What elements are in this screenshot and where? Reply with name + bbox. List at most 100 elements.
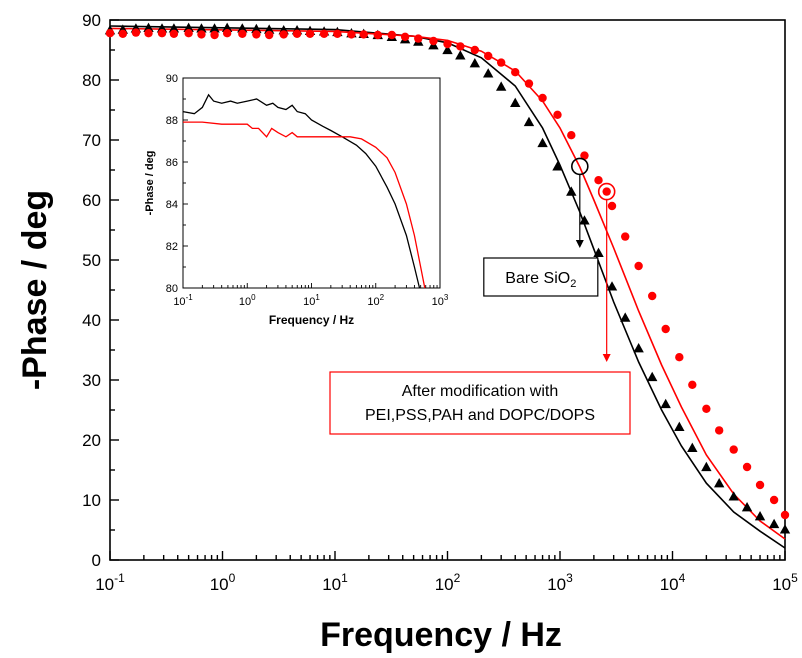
- data-point: [387, 30, 397, 40]
- data-point: [779, 524, 791, 534]
- data-point: [524, 79, 534, 88]
- data-point: [675, 353, 684, 362]
- x-tick-label: 10-1: [95, 571, 125, 594]
- data-point: [347, 30, 356, 39]
- data-point: [414, 34, 423, 43]
- data-point: [741, 502, 753, 512]
- data-point: [482, 68, 494, 78]
- data-point: [209, 23, 220, 33]
- y-tick-label: 90: [82, 11, 101, 30]
- data-point: [537, 137, 548, 148]
- inset-plot: 10-1 100 101 102 103 80 82 84 86 88 90 Frequency / …: [144, 73, 449, 327]
- data-point: [633, 343, 644, 353]
- data-point: [196, 23, 207, 33]
- data-point: [713, 478, 725, 488]
- data-point: [169, 29, 179, 38]
- data-point: [607, 201, 617, 211]
- data-point: [222, 29, 232, 38]
- data-point: [580, 151, 589, 160]
- data-point: [400, 32, 410, 41]
- y-axis-title: -Phase / deg: [16, 190, 54, 390]
- data-point: [263, 24, 275, 34]
- data-point: [469, 58, 481, 68]
- data-point: [769, 495, 779, 505]
- y-tick-label: 50: [82, 251, 101, 270]
- inset-series-line: [183, 121, 426, 289]
- y-tick-label: 60: [82, 191, 101, 210]
- data-point: [742, 462, 752, 472]
- data-point: [714, 426, 724, 435]
- x-tick-label: 102: [435, 571, 461, 594]
- data-point: [319, 29, 329, 38]
- data-point: [252, 30, 261, 39]
- data-point: [687, 442, 698, 452]
- x-tick-label: 100: [210, 571, 236, 594]
- inset-x-tick-label: 10-1: [173, 293, 193, 308]
- x-tick-label: 103: [547, 571, 573, 594]
- red-arrow-head: [602, 354, 611, 362]
- data-point: [157, 29, 167, 38]
- main-plot: 10-1 100 101 102 103 104 105 0 10 20 30 40 50 60 70 80 9…: [82, 11, 798, 594]
- data-point: [443, 39, 452, 49]
- inset-y-tick-label: 86: [166, 157, 178, 169]
- data-point: [594, 176, 603, 185]
- inset-series-line: [182, 93, 421, 289]
- y-tick-label: 80: [82, 71, 101, 90]
- data-point: [674, 421, 685, 431]
- data-point: [333, 29, 342, 38]
- data-point: [197, 30, 206, 39]
- inset-y-axis-title: -Phase / deg: [144, 151, 156, 216]
- black-arrow-head: [575, 240, 584, 248]
- data-point: [429, 36, 438, 46]
- inset-x-tick-label: 103: [432, 293, 449, 308]
- inset-x-tick-label: 101: [303, 293, 320, 308]
- inset-frame: [182, 77, 441, 289]
- data-point: [237, 23, 248, 33]
- data-point: [144, 29, 153, 38]
- data-point: [553, 110, 562, 120]
- data-point: [606, 281, 618, 291]
- data-point: [131, 28, 141, 37]
- y-tick-label: 10: [82, 491, 101, 510]
- data-point: [538, 93, 547, 103]
- data-point: [701, 461, 712, 472]
- data-point: [688, 380, 697, 389]
- annotations: Bare SiO2 After modification with PEI,PSS,…: [329, 157, 631, 435]
- data-point: [552, 161, 563, 171]
- inset-y-tick-label: 84: [166, 199, 178, 211]
- data-point: [646, 371, 658, 382]
- data-point: [511, 68, 520, 77]
- y-tick-label: 40: [82, 311, 101, 330]
- inset-y-tick-label: 80: [166, 283, 178, 295]
- x-tick-label: 104: [660, 571, 686, 594]
- inset-x-axis-title: Frequency / Hz: [269, 313, 354, 327]
- fit-line: [109, 27, 786, 540]
- data-point: [210, 30, 219, 40]
- data-point: [264, 30, 274, 40]
- data-point: [702, 404, 711, 413]
- data-point: [455, 50, 466, 60]
- data-point: [579, 215, 590, 225]
- data-point: [620, 312, 631, 322]
- inset-y-tick-label: 88: [166, 115, 178, 127]
- data-point: [483, 51, 493, 61]
- data-point: [442, 44, 453, 55]
- data-point: [456, 42, 465, 51]
- data-point: [105, 29, 115, 38]
- y-tick-label: 30: [82, 371, 101, 390]
- data-point: [621, 232, 630, 241]
- data-point: [729, 445, 738, 454]
- data-point: [523, 116, 535, 127]
- bare-sio2-label-box: [483, 257, 599, 297]
- data-point: [661, 324, 670, 334]
- data-point: [238, 29, 247, 38]
- x-axis-title: Frequency / Hz: [320, 616, 562, 654]
- modification-label-line1: After modification with: [402, 383, 559, 400]
- data-point: [754, 511, 766, 521]
- y-tick-label: 70: [82, 131, 101, 150]
- red-marker-dot: [602, 187, 611, 196]
- data-point: [251, 23, 262, 34]
- data-point: [780, 510, 790, 520]
- data-point: [279, 30, 288, 39]
- inset-y-tick-label: 82: [166, 241, 178, 253]
